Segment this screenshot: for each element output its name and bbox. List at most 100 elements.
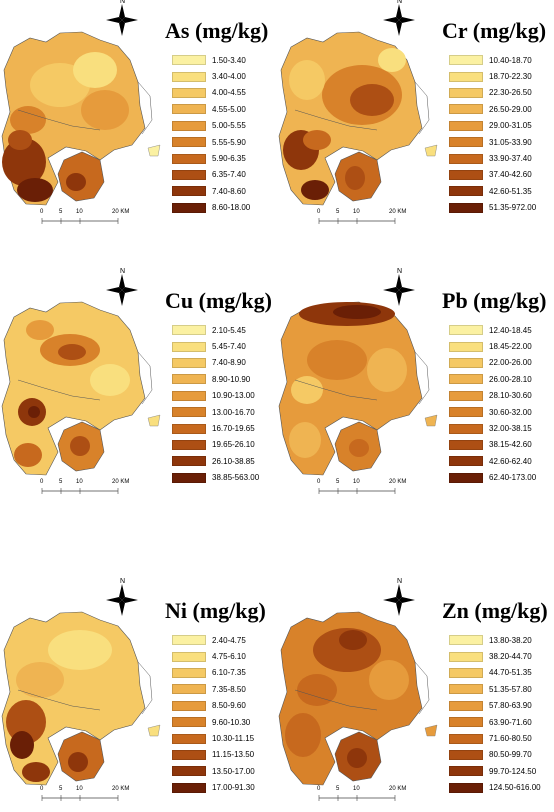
legend-swatch bbox=[449, 55, 483, 66]
legend-swatch bbox=[449, 472, 483, 483]
legend-swatch bbox=[172, 202, 206, 213]
region-map bbox=[1, 611, 161, 786]
legend-range: 22.00-26.00 bbox=[489, 358, 532, 368]
legend-swatch bbox=[172, 374, 206, 385]
legend-item: 10.40-18.70 bbox=[449, 52, 536, 68]
legend-swatch bbox=[172, 71, 206, 82]
legend-swatch bbox=[172, 186, 206, 197]
legend-item: 42.60-62.40 bbox=[449, 453, 536, 469]
legend-swatch bbox=[449, 104, 483, 115]
legend-item: 44.70-51.35 bbox=[449, 665, 541, 681]
legend-range: 7.35-8.50 bbox=[212, 684, 246, 694]
legend-range: 42.60-62.40 bbox=[489, 456, 532, 466]
legend-swatch bbox=[449, 153, 483, 164]
legend-range: 124.50-616.00 bbox=[489, 783, 541, 793]
legend-range: 38.20-44.70 bbox=[489, 652, 532, 662]
legend-item: 29.00-31.05 bbox=[449, 118, 536, 134]
legend: 2.10-5.45 5.45-7.40 7.40-8.90 8.90-10.90… bbox=[172, 322, 259, 486]
scale-tick-0: 0 bbox=[317, 209, 321, 215]
legend-swatch bbox=[172, 169, 206, 180]
legend-range: 30.60-32.00 bbox=[489, 407, 532, 417]
legend-swatch bbox=[172, 55, 206, 66]
legend-swatch bbox=[172, 423, 206, 434]
legend-range: 12.40-18.45 bbox=[489, 325, 532, 335]
legend-range: 63.90-71.60 bbox=[489, 717, 532, 727]
legend-range: 5.45-7.40 bbox=[212, 342, 246, 352]
legend-swatch bbox=[172, 153, 206, 164]
north-label: N bbox=[120, 268, 126, 275]
scale-tick-0: 0 bbox=[40, 479, 44, 485]
legend-item: 31.05-33.90 bbox=[449, 134, 536, 150]
legend-item: 6.10-7.35 bbox=[172, 665, 255, 681]
region-map bbox=[1, 31, 161, 206]
scale-tick-5: 5 bbox=[336, 786, 340, 792]
legend-item: 8.60-18.00 bbox=[172, 200, 250, 216]
legend-item: 51.35-57.80 bbox=[449, 681, 541, 697]
legend-range: 18.70-22.30 bbox=[489, 72, 532, 82]
region-map bbox=[278, 301, 438, 476]
compass-icon bbox=[106, 584, 138, 616]
legend-range: 62.40-173.00 bbox=[489, 473, 537, 483]
legend-range: 32.00-38.15 bbox=[489, 424, 532, 434]
scale-bar bbox=[318, 795, 396, 801]
legend-range: 5.00-5.55 bbox=[212, 121, 246, 131]
legend: 13.80-38.20 38.20-44.70 44.70-51.35 51.3… bbox=[449, 632, 541, 796]
legend-swatch bbox=[449, 651, 483, 662]
legend-range: 38.15-42.60 bbox=[489, 440, 532, 450]
scale-tick-5: 5 bbox=[59, 479, 63, 485]
map-as bbox=[1, 4, 161, 224]
legend-item: 10.30-11.15 bbox=[172, 730, 255, 746]
legend-swatch bbox=[172, 456, 206, 467]
legend-range: 6.35-7.40 bbox=[212, 170, 246, 180]
legend-item: 33.90-37.40 bbox=[449, 150, 536, 166]
legend-range: 17.00-91.30 bbox=[212, 783, 255, 793]
legend-swatch bbox=[172, 733, 206, 744]
legend-swatch bbox=[172, 651, 206, 662]
legend-item: 62.40-173.00 bbox=[449, 470, 536, 486]
legend-range: 5.55-5.90 bbox=[212, 137, 246, 147]
legend-swatch bbox=[172, 684, 206, 695]
scale-tick-0: 0 bbox=[40, 786, 44, 792]
legend-range: 33.90-37.40 bbox=[489, 154, 532, 164]
map-cr bbox=[278, 4, 438, 224]
legend-item: 5.55-5.90 bbox=[172, 134, 250, 150]
legend: 2.40-4.75 4.75-6.10 6.10-7.35 7.35-8.50 … bbox=[172, 632, 255, 796]
scale-tick-0: 0 bbox=[317, 786, 321, 792]
legend-range: 29.00-31.05 bbox=[489, 121, 532, 131]
legend-range: 26.50-29.00 bbox=[489, 104, 532, 114]
legend-item: 5.00-5.55 bbox=[172, 118, 250, 134]
legend-item: 4.55-5.00 bbox=[172, 101, 250, 117]
legend-item: 2.10-5.45 bbox=[172, 322, 259, 338]
legend-item: 71.60-80.50 bbox=[449, 730, 541, 746]
north-label: N bbox=[397, 0, 403, 5]
legend-range: 57.80-63.90 bbox=[489, 701, 532, 711]
legend-swatch bbox=[172, 341, 206, 352]
legend-swatch bbox=[172, 439, 206, 450]
legend-range: 4.55-5.00 bbox=[212, 104, 246, 114]
map-pb bbox=[278, 274, 438, 494]
legend-item: 30.60-32.00 bbox=[449, 404, 536, 420]
compass-icon bbox=[383, 274, 415, 306]
legend-swatch bbox=[172, 104, 206, 115]
legend-swatch bbox=[449, 439, 483, 450]
panel-title: Pb (mg/kg) bbox=[442, 288, 547, 313]
legend-swatch bbox=[449, 667, 483, 678]
legend-item: 1.50-3.40 bbox=[172, 52, 250, 68]
legend-range: 37.40-42.60 bbox=[489, 170, 532, 180]
legend-item: 124.50-616.00 bbox=[449, 780, 541, 796]
legend-range: 4.75-6.10 bbox=[212, 652, 246, 662]
legend-swatch bbox=[449, 700, 483, 711]
scale-tick-10: 10 bbox=[353, 479, 360, 485]
legend-range: 2.10-5.45 bbox=[212, 325, 246, 335]
legend-range: 80.50-99.70 bbox=[489, 750, 532, 760]
legend-swatch bbox=[172, 472, 206, 483]
legend-item: 26.00-28.10 bbox=[449, 371, 536, 387]
legend-range: 10.90-13.00 bbox=[212, 391, 255, 401]
legend-item: 3.40-4.00 bbox=[172, 68, 250, 84]
legend-item: 17.00-91.30 bbox=[172, 780, 255, 796]
legend-item: 22.00-26.00 bbox=[449, 355, 536, 371]
legend-item: 2.40-4.75 bbox=[172, 632, 255, 648]
scale-bar bbox=[41, 488, 119, 494]
legend-item: 26.50-29.00 bbox=[449, 101, 536, 117]
